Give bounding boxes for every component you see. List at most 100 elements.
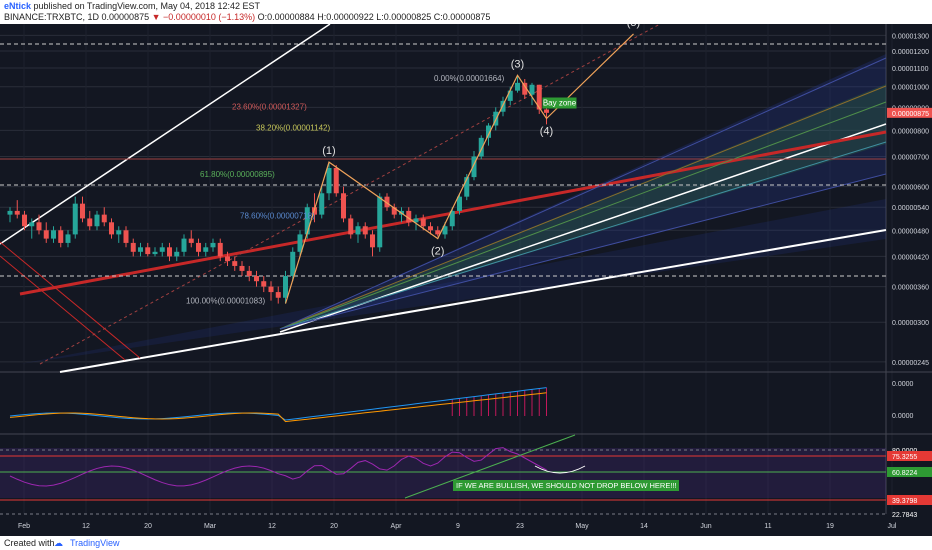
time-tick-1: 12 bbox=[82, 523, 90, 530]
price-tick-10: 0.00000420 bbox=[892, 254, 929, 261]
chart-header: eNtick published on TradingView.com, May… bbox=[0, 0, 932, 24]
support-line-main bbox=[59, 229, 887, 373]
trend-line-red-down-2 bbox=[0, 255, 126, 361]
candle-body-50 bbox=[370, 234, 375, 248]
support-line-upper bbox=[0, 23, 331, 245]
candle-body-34 bbox=[254, 275, 259, 282]
candle-body-32 bbox=[239, 265, 245, 271]
rsi-tick-1: 75.3255 bbox=[892, 454, 917, 461]
time-axis: Feb 12 20 Mar 12 20 Apr 9 23 May 14 Jun 11 19 Jul bbox=[18, 523, 897, 530]
candle-body-36 bbox=[268, 286, 274, 293]
rsi-note-text: IF WE ARE BULLISH, WE SHOULD NOT DROP BE… bbox=[456, 481, 677, 490]
publish-line: eNtick published on TradingView.com, May… bbox=[4, 1, 260, 12]
candle-body-31 bbox=[232, 261, 238, 266]
rsi-badge-1 bbox=[887, 451, 932, 461]
last-price: 0.00000875 bbox=[101, 12, 150, 22]
price-tick-9: 0.00000480 bbox=[892, 228, 929, 235]
time-tick-11: Jun bbox=[700, 523, 711, 530]
candle-body-15 bbox=[116, 230, 122, 235]
candle-body-5 bbox=[43, 230, 49, 239]
fib-label-0: 0.00%(0.00001664) bbox=[434, 74, 505, 83]
bay-zone-label: Bay zone bbox=[543, 99, 577, 108]
tradingview-logo-icon: ☁ bbox=[54, 538, 63, 548]
chart-svg[interactable]: (1) (2) (3) (4) (5) 0.00%(0.00001664) 23.60%(0… bbox=[0, 17, 932, 536]
candle-body-66 bbox=[486, 125, 491, 138]
fan-line-1 bbox=[279, 57, 887, 330]
candle-body-30 bbox=[225, 256, 230, 262]
rsi-tick-2: 60.8224 bbox=[892, 470, 917, 477]
candle-body-26 bbox=[196, 242, 201, 252]
candle-body-59 bbox=[435, 230, 441, 235]
fib-label-1: 23.60%(0.00001327) bbox=[232, 103, 307, 112]
change-value: −0.00000010 (−1.13%) bbox=[163, 12, 256, 22]
last-price-badge bbox=[887, 107, 932, 118]
fan-band-lower bbox=[20, 199, 886, 364]
price-tick-1: 0.00001200 bbox=[892, 49, 929, 56]
candle-body-73 bbox=[536, 84, 542, 110]
candle-body-62 bbox=[457, 196, 462, 211]
candle-body-55 bbox=[406, 210, 412, 223]
time-tick-13: 19 bbox=[826, 523, 834, 530]
candle-body-0 bbox=[7, 210, 13, 215]
rsi-tick-4: 22.7843 bbox=[892, 512, 917, 519]
author-link[interactable]: eNtick bbox=[4, 1, 32, 11]
candle-body-20 bbox=[152, 251, 158, 255]
candle-body-69 bbox=[507, 90, 513, 101]
fib-label-4: 78.60%(0.00000718) bbox=[240, 211, 315, 220]
candle-body-47 bbox=[348, 218, 354, 235]
change-arrow-icon: ▼ bbox=[151, 12, 161, 22]
candle-body-1 bbox=[14, 210, 20, 215]
candle-body-43 bbox=[319, 193, 325, 215]
time-tick-0: Feb bbox=[18, 523, 30, 530]
candle-body-41 bbox=[304, 207, 310, 235]
time-tick-10: 14 bbox=[640, 523, 648, 530]
macd-tick-0: 0.0000 bbox=[892, 381, 914, 388]
candle-body-63 bbox=[464, 177, 470, 197]
time-tick-8: 23 bbox=[516, 523, 524, 530]
chart-area[interactable]: (1) (2) (3) (4) (5) 0.00%(0.00001664) 23.60%(0… bbox=[0, 17, 932, 536]
candle-body-10 bbox=[80, 203, 85, 219]
candle-body-12 bbox=[94, 214, 100, 227]
candle-body-40 bbox=[297, 234, 303, 252]
candle-body-53 bbox=[391, 207, 397, 215]
price-tick-0: 0.00001300 bbox=[892, 33, 929, 40]
candle-body-33 bbox=[246, 270, 252, 276]
price-tick-8: 0.00000540 bbox=[892, 205, 929, 212]
time-tick-12: 11 bbox=[764, 523, 771, 530]
candle-body-52 bbox=[384, 196, 390, 208]
candle-body-28 bbox=[210, 242, 216, 248]
rsi-tick-3: 39.3798 bbox=[892, 498, 917, 505]
time-tick-4: 12 bbox=[268, 523, 276, 530]
candle-body-37 bbox=[275, 292, 281, 298]
price-axis: 0.00001300 0.00001200 0.00001100 0.00001000… bbox=[887, 33, 932, 367]
candle-body-74 bbox=[544, 109, 549, 113]
candle-body-7 bbox=[58, 230, 64, 243]
created-with-text: Created with bbox=[4, 538, 55, 548]
candle-body-16 bbox=[123, 230, 129, 243]
price-tick-11: 0.00000360 bbox=[892, 285, 929, 292]
candle-body-64 bbox=[471, 156, 477, 178]
candle-body-70 bbox=[515, 82, 520, 91]
footer: Created with ☁ TradingView bbox=[0, 536, 932, 550]
published-text: published on TradingView.com, May 04, 20… bbox=[33, 1, 261, 11]
candle-body-19 bbox=[145, 247, 151, 255]
candle-body-6 bbox=[51, 230, 56, 239]
bay-zone-box bbox=[542, 97, 577, 109]
candle-body-65 bbox=[478, 137, 484, 157]
fib-fan-bands bbox=[20, 54, 886, 364]
candle-body-71 bbox=[522, 82, 528, 95]
fib-label-5: 100.00%(0.00001083) bbox=[186, 297, 266, 306]
candle-body-8 bbox=[65, 234, 71, 243]
rsi-support-curve bbox=[534, 465, 586, 474]
price-tick-6: 0.00000700 bbox=[892, 154, 929, 161]
candle-body-18 bbox=[138, 247, 143, 252]
rsi-badge-2 bbox=[887, 467, 932, 477]
candle-body-22 bbox=[167, 247, 172, 257]
time-tick-9: May bbox=[575, 523, 589, 530]
candle-body-49 bbox=[362, 226, 368, 235]
wave-label-2: (2) bbox=[431, 246, 444, 258]
rsi-line bbox=[9, 447, 547, 487]
wave-label-1: (1) bbox=[322, 145, 335, 157]
tradingview-brand[interactable]: TradingView bbox=[70, 538, 120, 548]
